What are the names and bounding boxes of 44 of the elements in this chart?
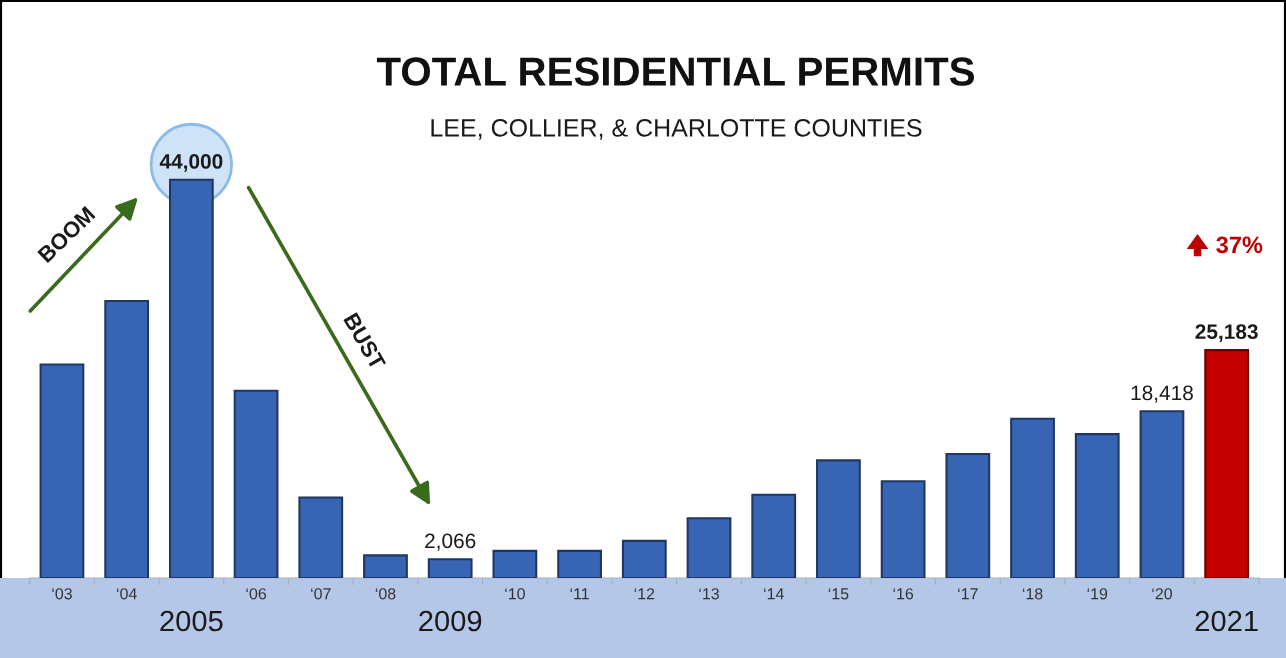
x-tick-label: ‘14 (764, 588, 784, 600)
bar (363, 554, 408, 578)
bar (427, 558, 473, 578)
bar (104, 300, 150, 578)
x-tick-label: ‘17 (958, 588, 978, 600)
bar (492, 549, 538, 578)
x-tick-label: ‘18 (1022, 588, 1043, 600)
bar (686, 517, 732, 578)
x-tick-label: ‘16 (893, 588, 914, 600)
x-tick-label: ‘10 (505, 588, 525, 600)
x-tick-label: 2009 (419, 610, 482, 632)
bar (751, 493, 797, 578)
bar (233, 389, 279, 578)
x-tick-label: ‘11 (570, 588, 589, 600)
data-label: 25,183 (1195, 324, 1258, 343)
x-tick-label: 2005 (160, 610, 223, 632)
bar (880, 480, 926, 578)
bar (1139, 410, 1185, 578)
bar (1204, 349, 1250, 578)
chart-subtitle: LEE, COLLIER, & CHARLOTTE COUNTIES (431, 119, 922, 140)
x-tick-label: ‘03 (52, 588, 72, 600)
x-tick-label: ‘20 (1152, 588, 1172, 600)
data-label: 18,418 (1131, 385, 1193, 403)
data-label: 2,066 (425, 533, 476, 551)
x-tick-label: ‘06 (246, 588, 267, 600)
x-tick-label: ‘04 (116, 588, 137, 600)
x-tick-label: ‘08 (375, 588, 396, 600)
bar (298, 496, 344, 578)
x-tick-label: ‘13 (699, 588, 719, 600)
x-tick-label: ‘12 (634, 588, 655, 600)
x-tick-label: ‘15 (828, 588, 849, 600)
bar (1010, 417, 1055, 578)
data-label: 44,000 (159, 154, 223, 172)
x-tick-label: ‘07 (311, 588, 331, 600)
chart-title: TOTAL RESIDENTIAL PERMITS (376, 57, 974, 86)
annotation: 37% (1216, 236, 1263, 254)
bar (945, 452, 991, 578)
bar (816, 459, 861, 578)
bar (621, 539, 667, 578)
bar (1074, 433, 1120, 578)
x-tick-label: 2021 (1195, 610, 1258, 632)
bar (557, 549, 602, 578)
x-tick-label: ‘19 (1087, 588, 1108, 600)
bar (39, 363, 85, 578)
